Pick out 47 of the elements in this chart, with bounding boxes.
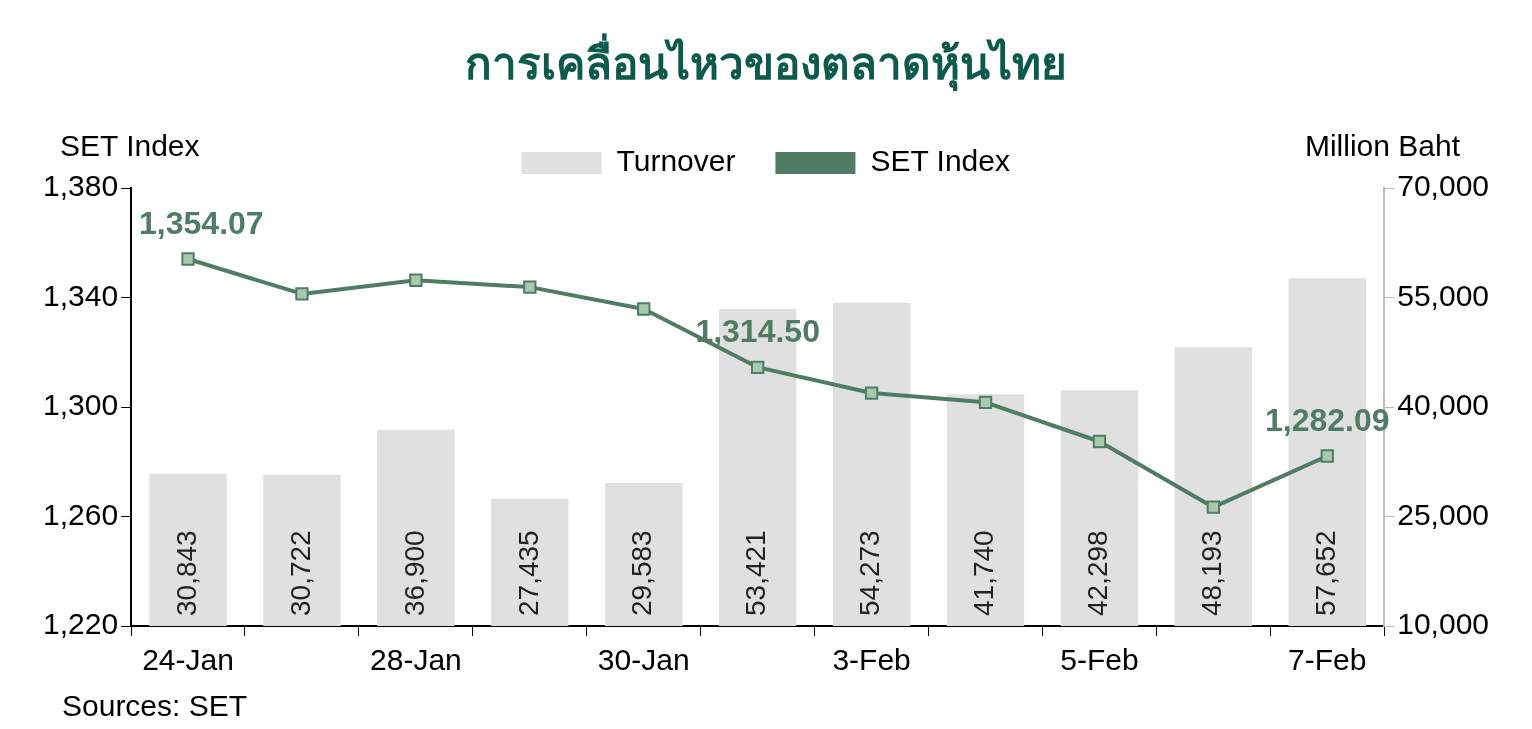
y-tick-label: 1,300 bbox=[43, 388, 119, 422]
data-label: 30,843 bbox=[170, 530, 202, 616]
y-tick-label: 1,260 bbox=[43, 497, 119, 531]
point bbox=[1092, 434, 1107, 449]
point bbox=[523, 280, 537, 294]
chart-title: การเคลื่อนไหวของตลาดหุ้นไทย bbox=[464, 32, 1068, 93]
data-label: 27,435 bbox=[512, 530, 544, 616]
point bbox=[978, 395, 993, 409]
x-tick-label: 3-Feb bbox=[832, 643, 911, 677]
point bbox=[409, 273, 423, 287]
point bbox=[864, 386, 879, 400]
y-tick-label: 1,220 bbox=[43, 607, 119, 641]
data-label: 1,314.50 bbox=[695, 313, 820, 350]
y2-tick-label: 70,000 bbox=[1397, 169, 1490, 203]
data-label: 54,273 bbox=[854, 530, 886, 616]
point bbox=[751, 360, 765, 374]
y2-tick-label: 25,000 bbox=[1397, 497, 1490, 531]
data-label: 1,282.09 bbox=[1265, 401, 1390, 438]
legend-label: SET Index bbox=[870, 144, 1010, 178]
x-tick-label: 24-Jan bbox=[142, 643, 234, 677]
y-tick-label: 1,340 bbox=[43, 278, 119, 312]
x-tick-label: 7-Feb bbox=[1288, 643, 1367, 677]
data-label: 48,193 bbox=[1196, 530, 1228, 616]
data-label: 36,900 bbox=[398, 530, 430, 616]
data-label: 57,652 bbox=[1310, 530, 1341, 616]
point bbox=[637, 302, 651, 316]
x-tick-label: 30-Jan bbox=[597, 643, 690, 677]
y2-tick-label: 40,000 bbox=[1397, 388, 1490, 422]
y-axis-title: SET Index bbox=[60, 129, 200, 163]
y-tick-label: 1,380 bbox=[43, 169, 119, 203]
data-label: 30,722 bbox=[284, 530, 316, 616]
legend-label: Turnover bbox=[616, 144, 736, 178]
point bbox=[1320, 449, 1334, 463]
data-label: 42,298 bbox=[1082, 530, 1114, 616]
y2-tick-label: 55,000 bbox=[1397, 278, 1490, 312]
y2-axis-title: Million Baht bbox=[1304, 129, 1461, 163]
data-label: 29,583 bbox=[626, 530, 658, 616]
point bbox=[295, 287, 309, 301]
data-label: 1,354.07 bbox=[139, 204, 264, 241]
point bbox=[181, 252, 195, 266]
point bbox=[1206, 500, 1221, 514]
y2-tick-label: 10,000 bbox=[1397, 607, 1490, 641]
x-tick-label: 5-Feb bbox=[1060, 643, 1139, 677]
data-label: 41,740 bbox=[968, 530, 1000, 616]
source-note: Sources: SET bbox=[61, 688, 249, 724]
data-label: 53,421 bbox=[740, 530, 772, 616]
x-tick-label: 28-Jan bbox=[370, 643, 462, 677]
